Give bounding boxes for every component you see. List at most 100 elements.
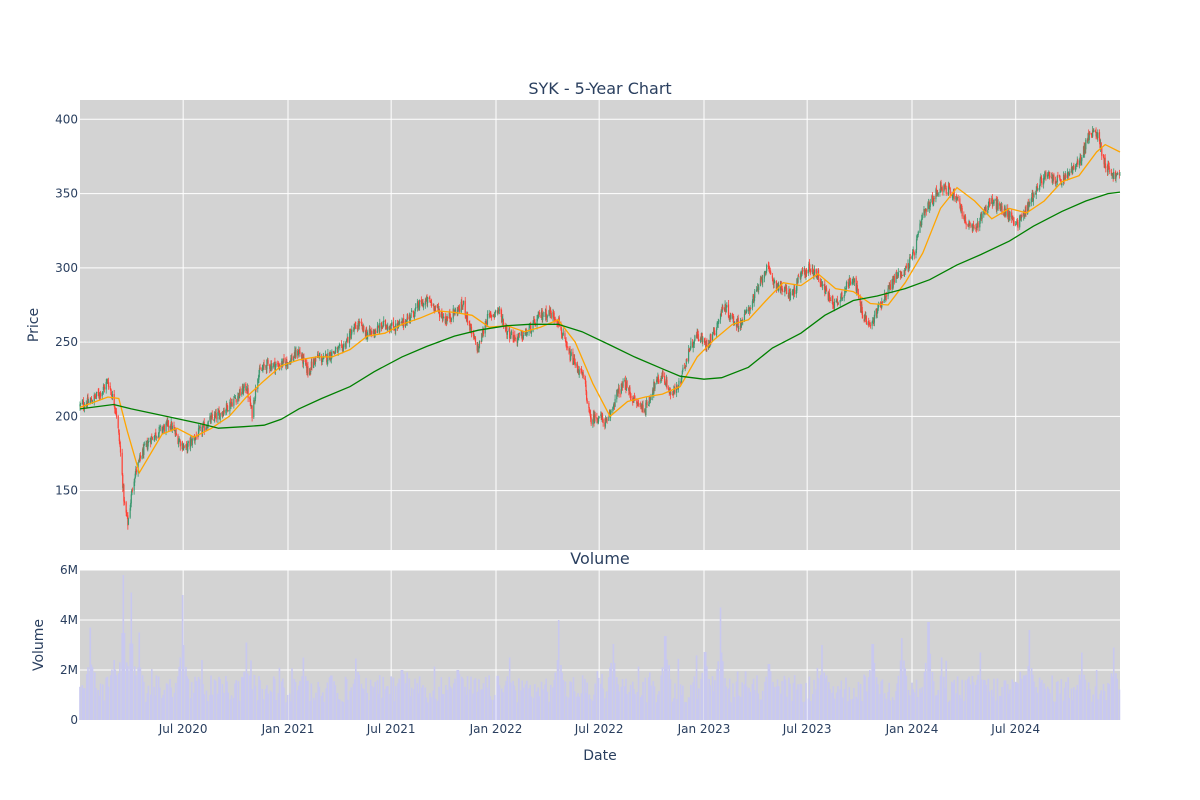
volume-bar xyxy=(229,699,232,720)
candle-body xyxy=(1118,173,1121,175)
candle-body xyxy=(987,206,989,210)
volume-bar xyxy=(243,671,245,720)
volume-bar xyxy=(775,686,778,720)
volume-bar xyxy=(1108,684,1110,720)
candle-body xyxy=(1109,170,1111,172)
candle-body xyxy=(79,404,81,407)
volume-bar xyxy=(808,676,811,720)
candle-body xyxy=(1081,157,1083,162)
candle-body xyxy=(223,410,225,416)
candle-body xyxy=(876,312,878,314)
volume-bar xyxy=(277,693,280,720)
candle-body xyxy=(991,197,993,205)
candle-body xyxy=(807,269,809,274)
candle-body xyxy=(955,195,958,200)
volume-bar xyxy=(612,644,615,720)
candle-body xyxy=(588,408,591,412)
candle-body xyxy=(1048,171,1050,177)
volume-bar xyxy=(1020,678,1023,720)
candle-body xyxy=(194,439,196,442)
candle-body xyxy=(123,500,126,504)
volume-bar xyxy=(502,692,504,720)
candle-body xyxy=(384,319,387,327)
volume-bar xyxy=(546,691,549,720)
candle-body xyxy=(629,394,632,397)
x-tick-label: Jan 2023 xyxy=(677,722,731,736)
volume-bar xyxy=(540,681,543,720)
candle-body xyxy=(921,214,923,220)
candle-body xyxy=(355,325,357,330)
volume-bar xyxy=(692,682,694,720)
volume-bar xyxy=(1083,674,1085,720)
candle-body xyxy=(1044,172,1046,179)
volume-bar xyxy=(1062,700,1065,720)
volume-bar xyxy=(825,675,828,720)
volume-bar xyxy=(298,685,300,720)
candle-body xyxy=(893,276,895,283)
candle-body xyxy=(374,332,376,336)
volume-bar xyxy=(1088,689,1091,720)
candle-body xyxy=(345,342,347,348)
volume-bar xyxy=(406,672,408,720)
candle-body xyxy=(588,403,590,409)
volume-bar xyxy=(301,676,304,720)
candle-body xyxy=(250,405,252,408)
volume-bar xyxy=(278,667,281,720)
volume-bar xyxy=(740,696,742,720)
candle-body xyxy=(616,389,618,400)
candle-body xyxy=(438,311,441,318)
candle-body xyxy=(836,299,838,304)
volume-bar xyxy=(863,674,865,720)
volume-bar xyxy=(937,689,940,720)
candle-body xyxy=(429,298,431,302)
volume-bar xyxy=(628,692,631,720)
candle-body xyxy=(564,333,566,339)
x-tick-label: Jan 2024 xyxy=(885,722,939,736)
candle-body xyxy=(1015,223,1017,225)
candle-body xyxy=(269,368,271,369)
volume-bar xyxy=(141,675,144,720)
volume-bar xyxy=(892,700,895,720)
candle-body xyxy=(648,404,650,407)
volume-bar xyxy=(147,685,150,720)
candle-body xyxy=(871,322,873,326)
candle-body xyxy=(498,309,501,311)
volume-bar xyxy=(246,673,249,720)
volume-bar xyxy=(871,644,873,720)
candle-body xyxy=(133,481,135,491)
volume-bar xyxy=(376,680,379,720)
candle-body xyxy=(131,489,134,491)
volume-bar xyxy=(1076,684,1079,720)
candle-body xyxy=(1056,175,1058,182)
candle-body xyxy=(775,281,777,289)
volume-bar xyxy=(1019,671,1022,720)
candle-body xyxy=(437,307,440,310)
candle-body xyxy=(162,428,164,432)
volume-bar xyxy=(936,694,938,720)
candle-body xyxy=(509,329,511,339)
volume-bar xyxy=(797,684,799,720)
volume-bar xyxy=(389,694,391,720)
candle-body xyxy=(497,310,499,312)
candle-body xyxy=(147,444,149,450)
candle-body xyxy=(400,322,403,324)
candle-body xyxy=(1031,197,1033,203)
candle-body xyxy=(727,304,730,318)
volume-bar xyxy=(457,670,460,720)
volume-bar xyxy=(961,679,963,720)
candle-body xyxy=(649,397,651,401)
volume-bar xyxy=(835,692,838,720)
candle-body xyxy=(959,198,961,205)
candle-body xyxy=(1080,160,1082,164)
candle-body xyxy=(620,383,622,393)
candle-body xyxy=(488,314,490,316)
volume-bar xyxy=(82,688,85,720)
volume-bar xyxy=(872,644,875,720)
volume-bar xyxy=(602,688,604,720)
candle-body xyxy=(672,393,674,395)
volume-bar xyxy=(254,685,257,720)
volume-bar xyxy=(1086,689,1089,720)
volume-bar xyxy=(920,692,922,720)
candle-body xyxy=(373,329,375,335)
candle-body xyxy=(441,313,444,319)
